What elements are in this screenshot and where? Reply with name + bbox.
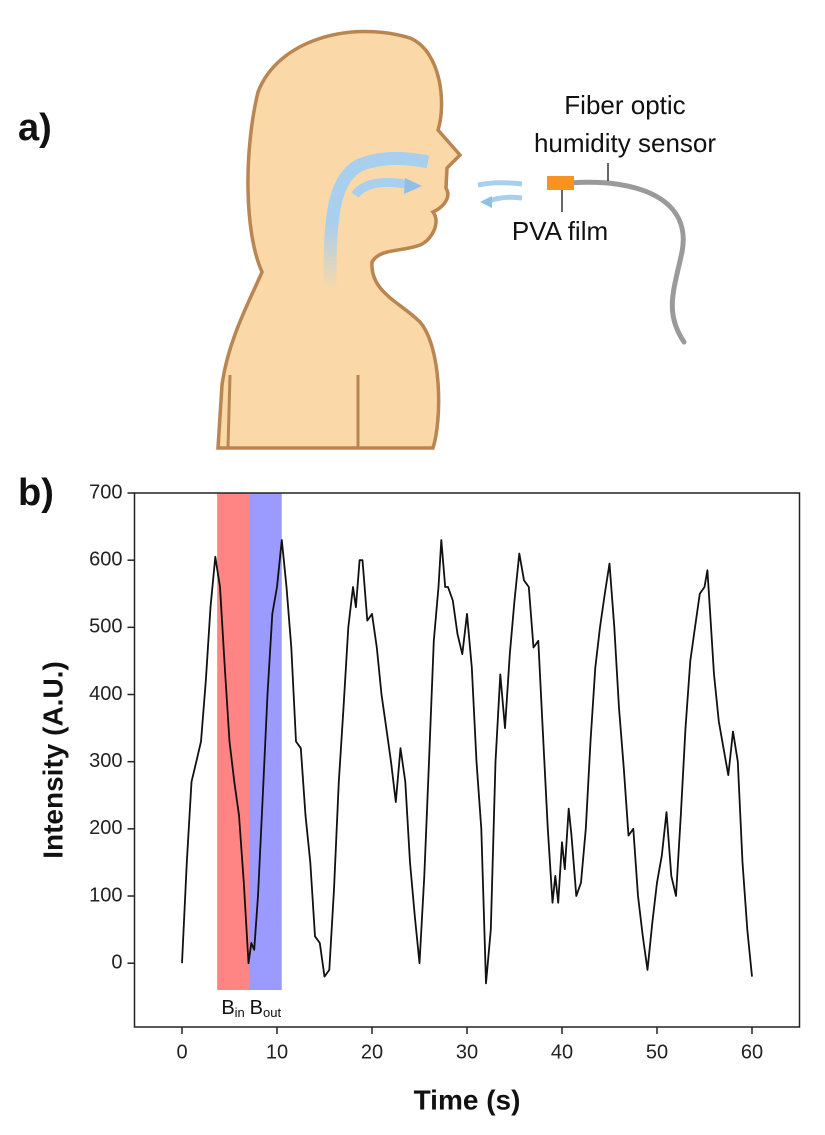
- y-axis-label: Intensity (A.U.): [37, 661, 68, 859]
- band-label: Bin: [221, 997, 244, 1020]
- film-label: PVA film: [512, 216, 608, 246]
- y-tick-label: 300: [89, 750, 122, 772]
- band-label-sub: in: [235, 1005, 245, 1020]
- x-tick-label: 30: [456, 1041, 478, 1063]
- y-tick-label: 500: [89, 616, 122, 638]
- x-tick-label: 60: [741, 1041, 763, 1063]
- y-tick-label: 600: [89, 548, 122, 570]
- band-label: Bout: [250, 997, 282, 1020]
- person: [216, 29, 687, 450]
- x-axis-label: Time (s): [414, 1084, 521, 1115]
- sensor-label: Fiber optic: [564, 90, 685, 120]
- y-tick-label: 200: [89, 817, 122, 839]
- x-tick-label: 10: [266, 1041, 288, 1063]
- y-tick-label: 400: [89, 683, 122, 705]
- band-label-sub: out: [263, 1005, 281, 1020]
- y-tick-label: 0: [111, 951, 122, 973]
- series-line: [181, 539, 753, 985]
- panel-label: a): [18, 107, 52, 149]
- x-tick-label: 20: [361, 1041, 383, 1063]
- panel-label: b): [18, 472, 54, 514]
- band-label-main: B: [221, 997, 234, 1019]
- x-tick-label: 50: [646, 1041, 668, 1063]
- highlight-band: [217, 493, 249, 990]
- band-label-main: B: [250, 997, 263, 1019]
- sensor-label: humidity sensor: [534, 128, 716, 158]
- y-tick-label: 100: [89, 884, 122, 906]
- y-tick-label: 700: [89, 481, 122, 503]
- x-tick-label: 0: [176, 1041, 187, 1063]
- x-tick-label: 40: [551, 1041, 573, 1063]
